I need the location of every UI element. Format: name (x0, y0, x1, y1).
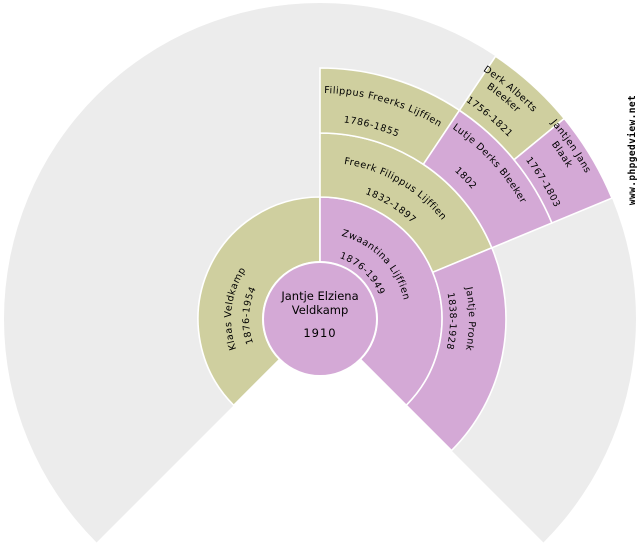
watermark-text: www.phpgedview.net (627, 95, 638, 205)
fan-segment-maternal-grandmother[interactable] (405, 246, 507, 452)
fan-center-person-circle[interactable] (262, 261, 378, 377)
center-person-name-line2: Veldkamp (292, 303, 349, 317)
maternal-grandmother-name-label: Jantje Pronk (463, 285, 477, 352)
fan-segment-great-great-grandmother[interactable] (512, 117, 613, 224)
maternal-grandmother-dates-label: 1838-1928 (444, 292, 459, 351)
center-person-name-line1: Jantje Elziena (280, 289, 358, 303)
center-person-dates: 1910 (303, 326, 336, 340)
